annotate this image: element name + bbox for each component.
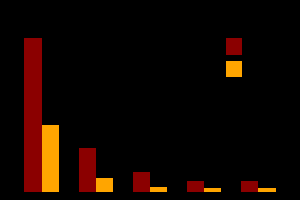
Bar: [42, 126, 59, 192]
Bar: [96, 178, 113, 192]
Bar: [79, 149, 96, 192]
Bar: [150, 187, 167, 192]
Bar: [24, 39, 42, 192]
Bar: [226, 61, 242, 78]
Bar: [241, 181, 258, 192]
Bar: [226, 39, 242, 56]
Bar: [258, 188, 276, 192]
Bar: [133, 173, 150, 192]
Bar: [204, 188, 221, 192]
Bar: [187, 181, 204, 192]
